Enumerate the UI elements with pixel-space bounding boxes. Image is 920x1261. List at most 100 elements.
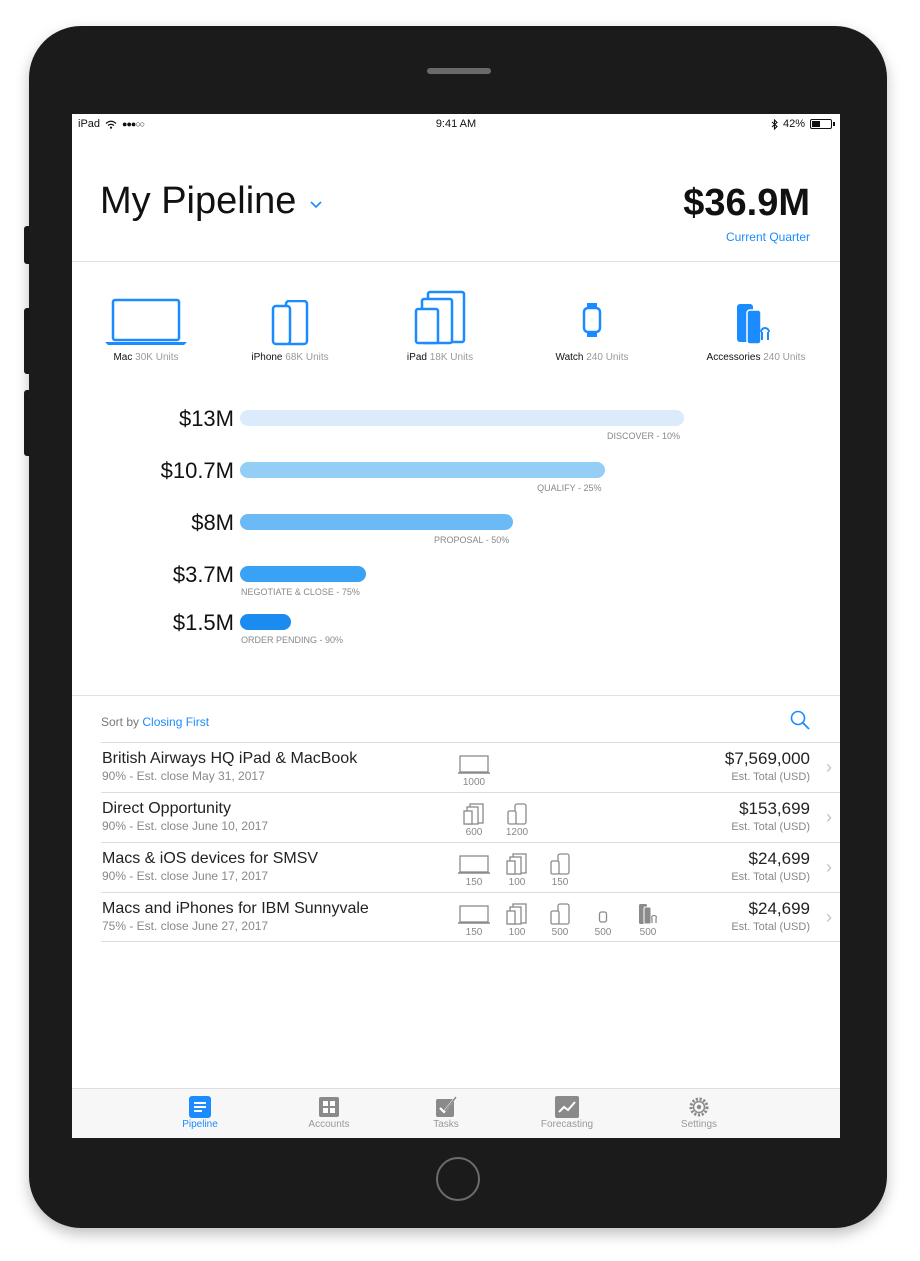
pipeline-icon xyxy=(189,1096,211,1118)
opportunity-amount-label: Est. Total (USD) xyxy=(731,871,810,883)
unit-quantity: 500 xyxy=(639,927,657,938)
tab-accounts[interactable]: Accounts xyxy=(284,1095,374,1130)
unit-quantity: 1000 xyxy=(462,777,486,788)
product-name: iPad xyxy=(406,352,427,363)
unit-count-laptop: 1000 xyxy=(456,753,492,788)
product-units: 240 Units xyxy=(763,352,806,363)
laptop-icon xyxy=(105,298,187,345)
funnel-amount: $10.7M xyxy=(160,458,234,483)
screen: iPad ●●●○○ 9:41 AM 42% My Pipeline $36.9… xyxy=(72,114,840,1138)
tab-forecasting[interactable]: Forecasting xyxy=(522,1095,612,1130)
pipeline-title-menu[interactable]: My Pipeline xyxy=(100,180,322,223)
laptop-icon xyxy=(456,853,492,875)
chevron-right-icon: › xyxy=(826,757,832,777)
unit-quantity: 500 xyxy=(551,927,569,938)
unit-count-ipad: 100 xyxy=(499,903,535,938)
funnel-bar xyxy=(240,614,292,630)
opportunity-name: Macs and iPhones for IBM Sunnyvale xyxy=(102,900,369,917)
chevron-right-icon: › xyxy=(826,807,832,827)
opportunity-row[interactable]: British Airways HQ iPad & MacBook 90% - … xyxy=(101,742,840,792)
product-name: iPhone xyxy=(251,352,283,363)
unit-quantity: 150 xyxy=(465,927,483,938)
laptop-icon xyxy=(456,753,492,775)
iphone-icon xyxy=(542,853,578,875)
product-name: Mac xyxy=(113,352,133,363)
chevron-right-icon: › xyxy=(826,857,832,877)
page-title: My Pipeline xyxy=(100,180,297,222)
unit-quantity: 1200 xyxy=(505,827,529,838)
pipeline-total: $36.9M xyxy=(683,182,810,224)
accounts-icon xyxy=(319,1097,339,1117)
opportunity-amount: $7,569,000 xyxy=(724,749,810,768)
product-iphone[interactable]: iPhone 68K Units xyxy=(220,284,360,363)
wifi-icon xyxy=(105,120,117,129)
settings-icon xyxy=(689,1097,709,1117)
watch-icon xyxy=(582,303,602,337)
chevron-down-icon xyxy=(310,200,322,208)
unit-count-iphone: 1200 xyxy=(499,803,535,838)
unit-quantity: 100 xyxy=(508,927,526,938)
volume-up-button xyxy=(24,308,32,374)
unit-quantity: 150 xyxy=(465,877,483,888)
product-name: Accessories xyxy=(706,352,761,363)
tab-label: Accounts xyxy=(308,1119,350,1130)
opportunity-row[interactable]: Macs and iPhones for IBM Sunnyvale 75% -… xyxy=(101,892,840,942)
unit-quantity: 100 xyxy=(508,877,526,888)
search-button[interactable] xyxy=(790,710,810,735)
tasks-icon xyxy=(436,1096,457,1117)
funnel-stage-label: PROPOSAL - 50% xyxy=(434,535,510,545)
opportunity-close: 90% - Est. close June 17, 2017 xyxy=(102,869,269,883)
funnel-amount: $13M xyxy=(178,406,234,431)
ipad-icon xyxy=(499,853,535,875)
funnel-bar xyxy=(240,462,606,478)
opportunity-amount: $153,699 xyxy=(739,799,810,818)
battery-icon xyxy=(810,119,835,129)
product-accessories[interactable]: Accessories 240 Units xyxy=(686,284,826,363)
unit-quantity: 600 xyxy=(465,827,483,838)
unit-count-ipad: 600 xyxy=(456,803,492,838)
laptop-icon xyxy=(456,903,492,925)
sort-control[interactable]: Sort by Closing First xyxy=(101,715,209,729)
tab-bar: Pipeline Accounts Tasks Forecasting Sett… xyxy=(72,1088,840,1138)
funnel-bar xyxy=(240,514,514,530)
funnel-bar xyxy=(240,566,367,582)
unit-count-laptop: 150 xyxy=(456,903,492,938)
unit-quantity: 150 xyxy=(551,877,569,888)
unit-count-laptop: 150 xyxy=(456,853,492,888)
side-button-top xyxy=(24,226,32,264)
opportunity-name: British Airways HQ iPad & MacBook xyxy=(102,750,358,767)
product-mac[interactable]: Mac 30K Units xyxy=(76,284,216,363)
unit-count-watch: 500 xyxy=(585,903,621,938)
accessories-icon xyxy=(630,903,666,925)
unit-count-iphone: 150 xyxy=(542,853,578,888)
forecasting-icon xyxy=(555,1096,579,1118)
product-ipad[interactable]: iPad 18K Units xyxy=(370,284,510,363)
accessories-icon xyxy=(737,304,770,345)
tab-pipeline[interactable]: Pipeline xyxy=(155,1095,245,1130)
opportunity-amount: $24,699 xyxy=(748,849,810,868)
tab-tasks[interactable]: Tasks xyxy=(401,1095,491,1130)
signal-dots: ●●●○○ xyxy=(122,119,145,129)
product-name: Watch xyxy=(555,352,584,363)
sort-value: Closing First xyxy=(142,715,210,729)
opportunity-close: 75% - Est. close June 27, 2017 xyxy=(102,919,269,933)
period-selector[interactable]: Current Quarter xyxy=(725,230,810,244)
opportunity-row[interactable]: Direct Opportunity 90% - Est. close June… xyxy=(101,792,840,842)
opportunity-close: 90% - Est. close May 31, 2017 xyxy=(102,769,265,783)
opportunity-name: Direct Opportunity xyxy=(102,800,231,817)
unit-quantity: 500 xyxy=(594,927,612,938)
unit-count-iphone: 500 xyxy=(542,903,578,938)
home-button[interactable] xyxy=(436,1157,480,1201)
status-time: 9:41 AM xyxy=(435,118,477,130)
funnel-amount: $3.7M xyxy=(172,562,234,587)
tab-settings[interactable]: Settings xyxy=(654,1095,744,1130)
ipad-icon xyxy=(456,803,492,825)
product-units: 240 Units xyxy=(586,352,629,363)
funnel-divider xyxy=(72,695,840,696)
product-watch[interactable]: Watch 240 Units xyxy=(522,284,662,363)
iphone-icon xyxy=(271,300,309,346)
opportunity-row[interactable]: Macs & iOS devices for SMSV 90% - Est. c… xyxy=(101,842,840,892)
bluetooth-icon xyxy=(771,118,778,130)
battery-percent: 42% xyxy=(782,118,805,130)
tab-label: Forecasting xyxy=(540,1119,594,1130)
